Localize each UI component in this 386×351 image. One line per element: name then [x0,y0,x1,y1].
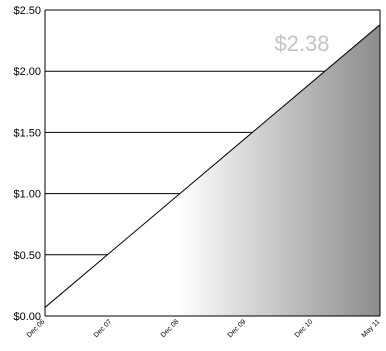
x-tick-label: May 11 [361,318,382,339]
y-tick-label: $1.50 [13,127,41,139]
current-value-annotation: $2.38 [274,31,329,56]
y-tick-label: $0.00 [13,311,41,323]
series-line [44,24,381,308]
x-tick-label: Dec 08 [160,318,181,339]
y-tick-label: $1.00 [13,189,41,201]
x-tick-label: Dec 09 [227,318,248,339]
y-tick-label: $2.50 [13,5,41,17]
y-tick-label: $0.50 [13,250,41,262]
x-tick-label: Dec 07 [93,318,114,339]
x-tick-label: Dec 10 [294,318,315,339]
area-fill [45,24,380,317]
y-tick-label: $2.00 [13,66,41,78]
